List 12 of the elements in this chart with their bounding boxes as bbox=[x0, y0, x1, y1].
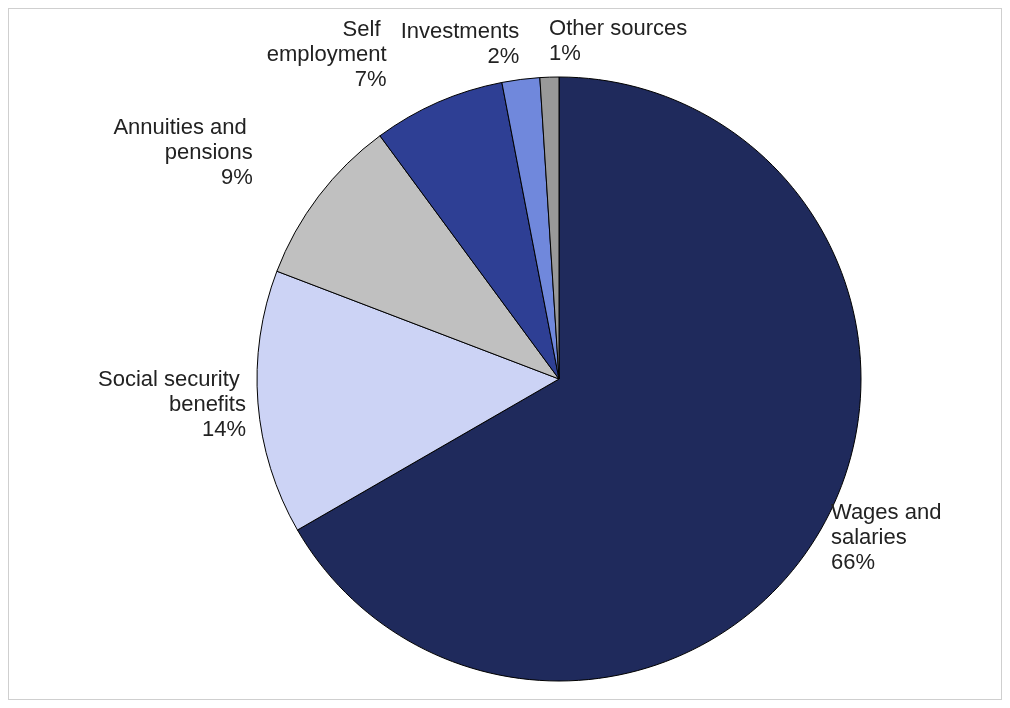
data-label: 66% bbox=[830, 548, 875, 574]
slice-label: Social security benefits bbox=[98, 366, 246, 417]
slice-label: Investments bbox=[400, 17, 520, 43]
data-label: 1% bbox=[549, 40, 581, 66]
data-label: 14% bbox=[201, 416, 246, 442]
slice-label: Self employment bbox=[266, 16, 387, 67]
slice-label: Other sources bbox=[549, 15, 688, 41]
data-label: 9% bbox=[221, 163, 253, 189]
data-label: 7% bbox=[354, 66, 387, 92]
slice-label: Annuities and pensions bbox=[113, 113, 253, 164]
data-label: 2% bbox=[487, 42, 520, 68]
slice-label: Wages and salaries bbox=[830, 498, 948, 549]
